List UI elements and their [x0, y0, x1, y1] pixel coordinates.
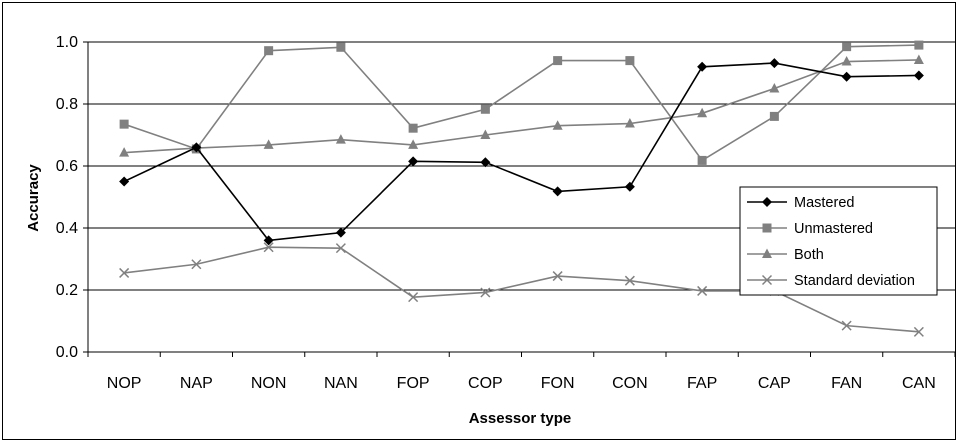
marker-x	[335, 243, 346, 254]
legend: Mastered Unmastered Both Standard deviation	[739, 186, 938, 296]
marker-triangle	[408, 139, 419, 149]
marker-diamond	[263, 235, 274, 246]
series-lines	[119, 40, 924, 337]
marker-diamond	[408, 156, 419, 167]
legend-box	[739, 186, 938, 296]
marker-x	[480, 287, 491, 298]
y-tick-label: 0.8	[56, 96, 78, 113]
y-tick-label: 0.2	[56, 282, 78, 299]
marker-x	[761, 274, 773, 286]
legend-label: Standard deviation	[794, 273, 915, 289]
marker-triangle	[552, 120, 563, 130]
y-axis-title: Accuracy	[25, 164, 42, 232]
x-tick-label: FAN	[831, 375, 862, 392]
x-tick-label: COP	[468, 375, 503, 392]
marker-diamond	[480, 157, 491, 168]
marker-square	[914, 40, 924, 50]
marker-x	[624, 275, 635, 286]
x-tick-label: NAN	[324, 375, 358, 392]
marker-triangle	[335, 134, 346, 144]
marker-x	[841, 320, 852, 331]
marker-diamond	[913, 70, 924, 81]
marker-triangle	[119, 147, 130, 157]
marker-triangle	[841, 56, 852, 66]
y-tick-label: 0.6	[56, 158, 78, 175]
marker-triangle	[913, 54, 924, 64]
marker-x	[697, 285, 708, 296]
marker-x	[119, 267, 130, 278]
series-line	[123, 44, 919, 162]
marker-diamond	[552, 186, 563, 197]
series-line	[124, 59, 919, 154]
x-tick-label: NON	[251, 375, 287, 392]
marker-x	[263, 242, 274, 253]
marker-x	[191, 259, 202, 270]
marker-square	[697, 155, 707, 165]
marker-square	[119, 119, 129, 129]
series-line	[124, 246, 919, 333]
x-tick-label: NOP	[107, 375, 142, 392]
marker-square	[408, 123, 418, 133]
legend-item: Both	[747, 247, 824, 263]
marker-triangle	[769, 83, 780, 93]
tick-labels: 0.0 0.2 0.4 0.6 0.8 1.0 NOP NAP NON NAN FOP COP FON C…	[56, 34, 936, 392]
marker-diamond	[762, 197, 772, 207]
marker-square	[769, 111, 779, 121]
marker-triangle	[762, 248, 772, 258]
marker-diamond	[191, 142, 202, 153]
marker-square	[842, 42, 852, 52]
marker-triangle	[697, 107, 708, 118]
marker-triangle	[624, 118, 635, 128]
marker-triangle	[263, 139, 274, 149]
marker-diamond	[841, 71, 852, 82]
series-line	[123, 62, 919, 242]
x-axis-title: Assessor type	[469, 410, 572, 427]
series-both	[119, 54, 924, 157]
marker-square	[264, 46, 274, 56]
marker-diamond	[697, 61, 708, 72]
legend-item: Unmastered	[747, 221, 873, 237]
marker-x	[552, 271, 563, 282]
legend-item: Standard deviation	[747, 273, 915, 289]
x-tick-label: CAP	[758, 375, 791, 392]
marker-square	[553, 56, 563, 66]
x-tick-label: FON	[541, 375, 575, 392]
marker-square	[625, 56, 635, 66]
marker-square	[480, 104, 490, 114]
marker-diamond	[335, 227, 346, 238]
legend-label: Mastered	[794, 195, 854, 211]
x-tick-label: CON	[612, 375, 648, 392]
axes	[83, 41, 956, 357]
marker-diamond	[624, 181, 635, 192]
legend-label: Both	[794, 247, 824, 263]
marker-square	[762, 223, 772, 233]
y-tick-label: 1.0	[56, 34, 78, 51]
series-mastered	[119, 58, 924, 246]
marker-triangle	[480, 129, 491, 139]
y-tick-label: 0.0	[56, 344, 78, 361]
x-tick-label: NAP	[180, 375, 213, 392]
marker-diamond	[119, 176, 130, 187]
legend-label: Unmastered	[794, 221, 873, 237]
marker-diamond	[769, 58, 780, 69]
marker-square	[336, 42, 346, 52]
marker-x	[408, 292, 419, 303]
legend-item: Mastered	[747, 195, 854, 211]
marker-x	[913, 326, 924, 337]
x-tick-label: FOP	[397, 375, 430, 392]
y-tick-label: 0.4	[56, 220, 78, 237]
x-tick-label: FAP	[687, 375, 717, 392]
x-tick-label: CAN	[902, 375, 936, 392]
